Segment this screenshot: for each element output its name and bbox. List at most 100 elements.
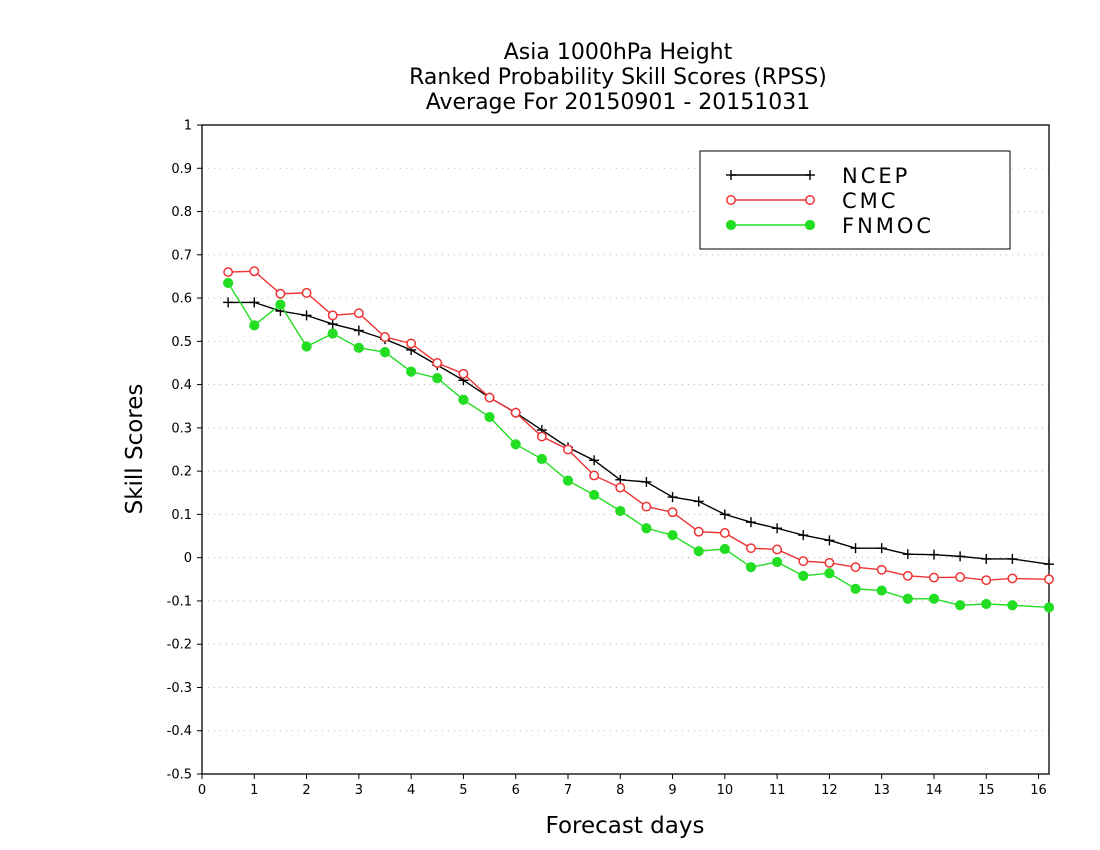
- x-tick-label: 14: [926, 783, 943, 798]
- data-point-fnmoc: [301, 341, 312, 352]
- data-point-fnmoc: [249, 320, 260, 331]
- x-tick-label: 6: [512, 783, 520, 798]
- legend-marker-cmc: [726, 195, 736, 205]
- legend-label-ncep: NCEP: [842, 164, 910, 188]
- plot-area-frame: [201, 124, 1050, 775]
- data-point-cmc: [327, 310, 338, 321]
- y-tick-label: 0.8: [171, 205, 192, 220]
- y-tick-label: -0.1: [167, 594, 192, 609]
- data-point-cmc: [458, 368, 469, 379]
- x-tick-label: 1: [250, 783, 258, 798]
- data-point-ncep: [719, 509, 730, 520]
- x-tick-label: 7: [564, 783, 572, 798]
- y-tick-label: 0.4: [171, 378, 192, 393]
- data-point-ncep: [1044, 559, 1054, 570]
- legend-marker-fnmoc: [725, 219, 737, 231]
- data-point-fnmoc: [1043, 602, 1055, 613]
- data-point-cmc: [824, 557, 835, 568]
- data-point-ncep: [327, 319, 338, 330]
- chart-title: Asia 1000hPa Height Ranked Probability S…: [409, 40, 827, 115]
- legend-marker-cmc: [805, 195, 815, 205]
- legend-label-fnmoc: FNMOC: [842, 214, 934, 238]
- x-tick-label: 4: [407, 783, 415, 798]
- data-point-fnmoc: [719, 543, 730, 555]
- data-point-fnmoc: [876, 585, 887, 596]
- data-point-fnmoc: [902, 593, 913, 604]
- data-point-cmc: [693, 526, 704, 537]
- series-line-cmc: [228, 270, 1050, 581]
- x-tick-label: 3: [355, 783, 363, 798]
- data-point-cmc: [301, 287, 312, 298]
- y-tick-label: 0.2: [171, 465, 192, 480]
- data-point-ncep: [772, 523, 783, 534]
- grid-lines: [202, 167, 1049, 732]
- y-tick-label: -0.3: [167, 681, 192, 696]
- data-point-cmc: [981, 575, 992, 586]
- data-point-ncep: [902, 549, 913, 560]
- data-point-cmc: [641, 501, 652, 512]
- y-tick-label: 0.1: [171, 508, 192, 523]
- y-axis-ticks: 1 0.9 0.8 0.7 0.6 0.5 0.4 0.3 0.2 0.1 0 -0.1 -0.2 -0.…: [167, 119, 202, 783]
- data-point-fnmoc: [667, 530, 678, 541]
- data-point-cmc: [746, 543, 756, 554]
- data-point-ncep: [353, 325, 364, 336]
- data-point-cmc: [536, 431, 547, 442]
- data-point-fnmoc: [772, 556, 783, 568]
- x-tick-label: 12: [821, 783, 838, 798]
- data-point-cmc: [249, 266, 260, 277]
- series-line-fnmoc: [227, 282, 1050, 609]
- data-point-cmc: [275, 288, 286, 299]
- x-axis-ticks: 0 1 2 3 4 5 6 7 8 9 10 11 12 13 14 15 16: [198, 774, 1047, 798]
- data-point-fnmoc: [824, 568, 835, 579]
- legend-marker-fnmoc: [804, 219, 816, 231]
- y-tick-label: 0.9: [171, 162, 192, 177]
- data-point-fnmoc: [562, 475, 574, 486]
- data-point-fnmoc: [850, 583, 861, 594]
- x-tick-label: 9: [668, 783, 676, 798]
- data-point-fnmoc: [379, 347, 391, 358]
- legend-marker-ncep: [726, 170, 736, 180]
- x-tick-label: 15: [978, 783, 995, 798]
- x-tick-label: 5: [459, 783, 467, 798]
- data-point-cmc: [929, 572, 939, 583]
- y-tick-label: 0.5: [171, 335, 192, 350]
- data-point-fnmoc: [955, 600, 966, 611]
- data-point-ncep: [824, 535, 835, 546]
- title-line-3: Average For 20150901 - 20151031: [426, 90, 811, 115]
- data-point-ncep: [301, 310, 312, 321]
- series-fnmoc: [223, 277, 1055, 613]
- x-tick-label: 10: [717, 783, 734, 798]
- data-point-cmc: [719, 528, 730, 538]
- series-layer: [223, 266, 1055, 613]
- y-tick-label: 0.6: [171, 292, 192, 307]
- data-point-cmc: [615, 482, 626, 493]
- data-point-ncep: [641, 476, 652, 487]
- legend-entry-cmc: CMC: [726, 189, 895, 213]
- data-point-ncep: [876, 543, 887, 554]
- data-point-fnmoc: [510, 439, 521, 450]
- data-point-fnmoc: [458, 394, 469, 405]
- data-point-ncep: [693, 496, 704, 507]
- data-point-ncep: [981, 553, 992, 564]
- data-point-ncep: [928, 549, 939, 560]
- x-tick-label: 16: [1030, 783, 1047, 798]
- data-point-fnmoc: [353, 342, 364, 353]
- data-point-fnmoc: [484, 411, 495, 423]
- data-point-fnmoc: [589, 489, 600, 501]
- legend-entry-fnmoc: FNMOC: [725, 214, 934, 238]
- data-point-cmc: [484, 392, 495, 403]
- y-axis-label: Skill Scores: [122, 384, 148, 515]
- data-point-fnmoc: [406, 366, 417, 377]
- data-point-cmc: [563, 444, 573, 455]
- data-point-ncep: [798, 530, 809, 541]
- data-point-cmc: [223, 267, 234, 278]
- x-tick-label: 0: [198, 783, 206, 798]
- data-point-cmc: [432, 358, 443, 368]
- x-tick-label: 13: [873, 783, 890, 798]
- series-line-ncep: [228, 301, 1050, 565]
- data-point-cmc: [406, 338, 417, 349]
- data-point-cmc: [589, 470, 600, 481]
- data-point-cmc: [772, 544, 783, 555]
